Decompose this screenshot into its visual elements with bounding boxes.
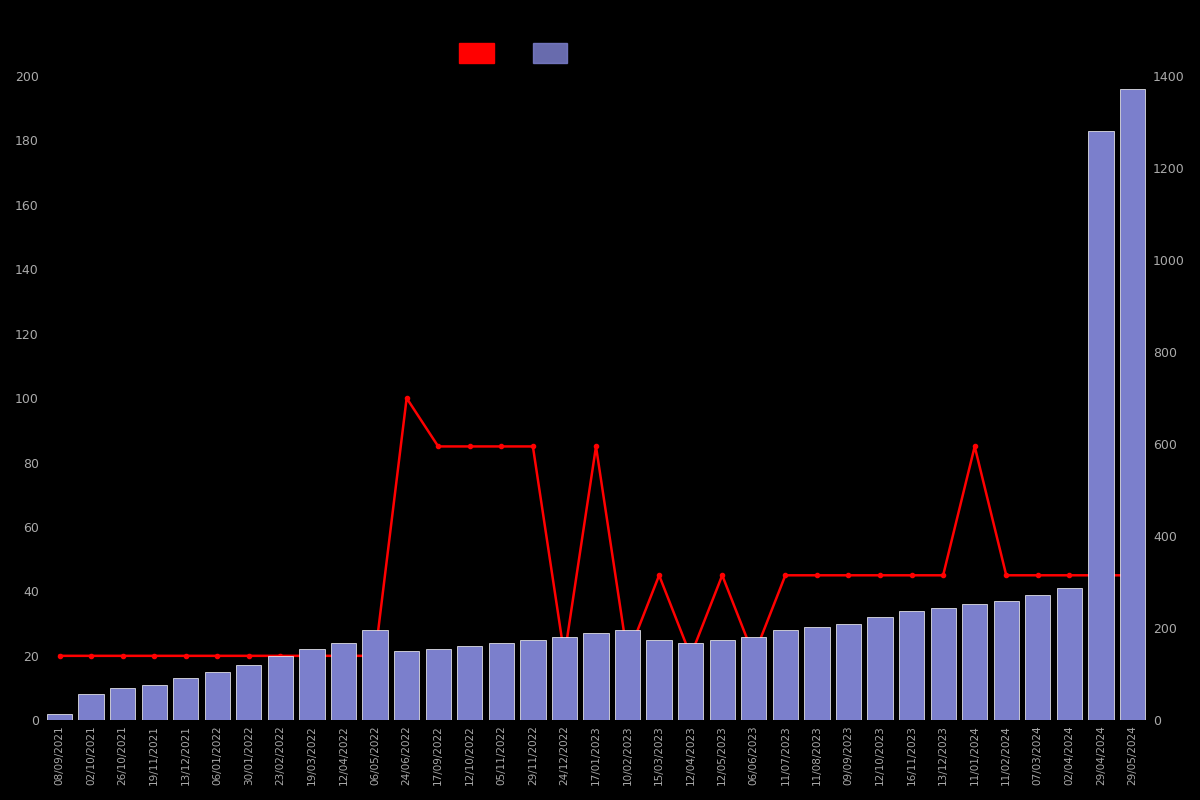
Bar — [394, 651, 419, 720]
Bar — [1120, 89, 1145, 720]
Bar — [773, 630, 798, 720]
Bar — [836, 624, 862, 720]
Bar — [552, 637, 577, 720]
Bar — [488, 643, 514, 720]
Legend: , : , — [454, 38, 584, 68]
Bar — [78, 694, 103, 720]
Bar — [994, 601, 1019, 720]
Bar — [142, 685, 167, 720]
Bar — [647, 640, 672, 720]
Bar — [236, 666, 262, 720]
Bar — [47, 714, 72, 720]
Bar — [1057, 588, 1082, 720]
Bar — [614, 630, 640, 720]
Bar — [110, 688, 136, 720]
Bar — [899, 610, 924, 720]
Bar — [299, 650, 325, 720]
Bar — [205, 672, 230, 720]
Bar — [709, 640, 734, 720]
Bar — [521, 640, 546, 720]
Bar — [583, 634, 608, 720]
Bar — [868, 617, 893, 720]
Bar — [1088, 131, 1114, 720]
Bar — [173, 678, 198, 720]
Bar — [930, 607, 955, 720]
Bar — [426, 650, 451, 720]
Bar — [268, 656, 293, 720]
Bar — [742, 637, 767, 720]
Bar — [962, 604, 988, 720]
Bar — [1025, 594, 1050, 720]
Bar — [804, 627, 829, 720]
Bar — [362, 630, 388, 720]
Bar — [457, 646, 482, 720]
Bar — [331, 643, 356, 720]
Bar — [678, 643, 703, 720]
